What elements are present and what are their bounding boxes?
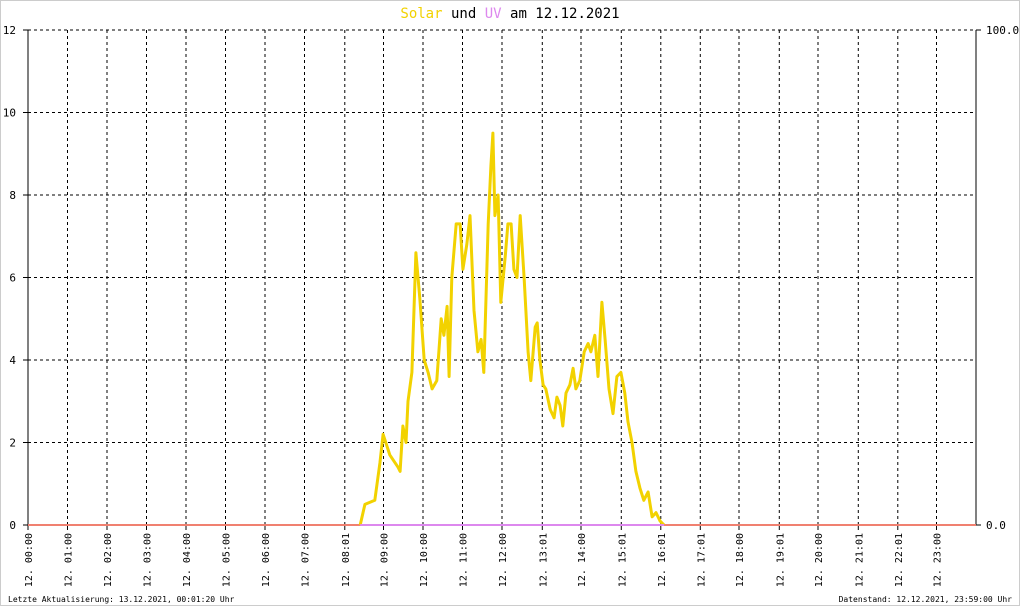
title-solar: Solar bbox=[400, 6, 442, 22]
footer-left: Letzte Aktualisierung: 13.12.2021, 00:01… bbox=[8, 595, 235, 604]
title-uv: UV bbox=[485, 6, 502, 22]
x-tick-label: 12. 07:00 bbox=[301, 533, 312, 587]
title-part: und bbox=[451, 6, 476, 22]
x-tick-label: 12. 15:01 bbox=[617, 533, 628, 587]
x-tick-label: 12. 23:00 bbox=[933, 533, 944, 587]
x-tick-label: 12. 08:01 bbox=[341, 533, 352, 587]
x-tick-label: 12. 01:00 bbox=[64, 533, 75, 587]
x-tick-label: 12. 17:01 bbox=[696, 533, 707, 587]
x-tick-label: 12. 13:01 bbox=[538, 533, 549, 587]
x-tick-label: 12. 02:00 bbox=[103, 533, 114, 587]
chart-title: Solar und UV am 12.12.2021 bbox=[400, 6, 619, 22]
y-tick-label: 0 bbox=[9, 519, 16, 532]
x-tick-label: 12. 12:00 bbox=[498, 533, 509, 587]
x-tick-label: 12. 14:00 bbox=[577, 533, 588, 587]
y-tick-label: 6 bbox=[9, 272, 16, 285]
x-tick-label: 12. 16:01 bbox=[657, 533, 668, 587]
x-tick-label: 12. 00:00 bbox=[24, 533, 35, 587]
y-tick-label: 4 bbox=[9, 354, 16, 367]
y-tick-label: 8 bbox=[9, 189, 16, 202]
y2-tick-label: 100.0 bbox=[986, 24, 1019, 37]
y-tick-label: 12 bbox=[3, 24, 16, 37]
y-tick-label: 10 bbox=[3, 107, 16, 120]
x-tick-label: 12. 19:01 bbox=[775, 533, 786, 587]
title-part: am 12.12.2021 bbox=[510, 6, 620, 22]
x-tick-label: 12. 22:01 bbox=[894, 533, 905, 587]
x-tick-label: 12. 11:00 bbox=[459, 533, 470, 587]
x-tick-label: 12. 05:00 bbox=[222, 533, 233, 587]
x-tick-label: 12. 09:00 bbox=[380, 533, 391, 587]
x-tick-label: 12. 04:00 bbox=[182, 533, 193, 587]
x-tick-label: 12. 18:00 bbox=[735, 533, 746, 587]
x-tick-label: 12. 21:01 bbox=[854, 533, 865, 587]
x-tick-label: 12. 03:00 bbox=[143, 533, 154, 587]
footer-right: Datenstand: 12.12.2021, 23:59:00 Uhr bbox=[839, 595, 1013, 604]
y2-tick-label: 0.0 bbox=[986, 519, 1006, 532]
x-tick-label: 12. 20:00 bbox=[814, 533, 825, 587]
series-line bbox=[358, 131, 666, 527]
x-tick-label: 12. 06:00 bbox=[261, 533, 272, 587]
x-tick-label: 12. 10:00 bbox=[419, 533, 430, 587]
y-tick-label: 2 bbox=[9, 437, 16, 450]
